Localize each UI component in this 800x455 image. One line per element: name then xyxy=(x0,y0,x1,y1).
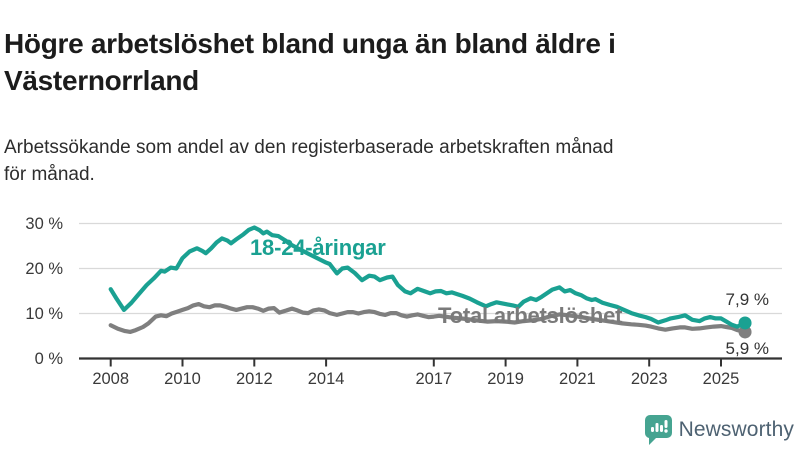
brand-wordmark: Newsworthy xyxy=(678,418,794,441)
series-line-youth xyxy=(108,225,748,329)
end-value-label-youth: 7,9 % xyxy=(725,290,769,309)
brand-footer: Newsworthy xyxy=(644,415,794,445)
series-label-youth: 18-24-åringar xyxy=(250,235,386,260)
y-axis-tick-label: 20 % xyxy=(25,260,63,278)
x-axis-tick-label: 2014 xyxy=(308,370,345,388)
y-axis-tick-label: 30 % xyxy=(25,215,63,233)
chart-subtitle: Arbetssökande som andel av den registerb… xyxy=(4,137,614,185)
y-axis-tick-label: 0 % xyxy=(35,350,64,368)
y-axis-tick-label: 10 % xyxy=(25,305,63,323)
series-line-total xyxy=(108,302,748,334)
x-axis-tick-label: 2019 xyxy=(487,370,524,388)
x-axis-tick-label: 2023 xyxy=(631,370,668,388)
newsworthy-logo-icon xyxy=(644,415,672,445)
end-value-label-total: 5,9 % xyxy=(725,339,769,358)
x-axis-tick-label: 2008 xyxy=(92,370,129,388)
x-axis-tick-label: 2017 xyxy=(415,370,452,388)
series-end-dot-total xyxy=(738,325,752,339)
x-axis-tick-label: 2012 xyxy=(236,370,273,388)
x-axis-tick-label: 2025 xyxy=(703,370,740,388)
x-axis-tick-label: 2021 xyxy=(559,370,596,388)
page-title: Högre arbetslöshet bland unga än bland ä… xyxy=(4,27,616,97)
series-end-dot-youth xyxy=(738,316,752,330)
series-label-total: Total arbetslöshet xyxy=(438,303,623,328)
x-axis-tick-label: 2010 xyxy=(164,370,201,388)
